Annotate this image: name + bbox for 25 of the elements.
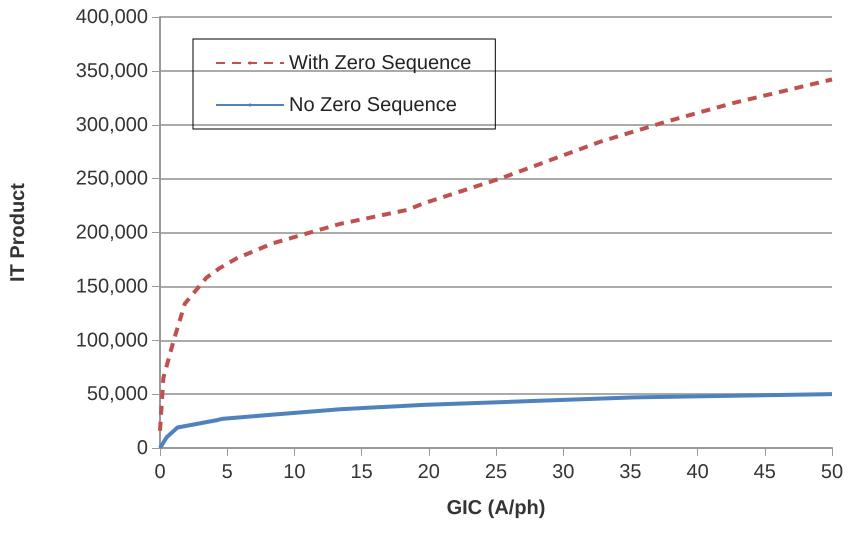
x-axis-title: GIC (A/ph) [446, 497, 546, 519]
x-tick-label: 30 [552, 461, 574, 483]
y-tick-label: 200,000 [76, 222, 148, 244]
y-tick-label: 50,000 [86, 383, 148, 406]
y-tick-label: 250,000 [76, 168, 148, 190]
line-series [158, 77, 834, 433]
x-tick-label: 25 [484, 461, 508, 483]
x-tick-label: 40 [686, 461, 709, 483]
y-tick-label: 300,000 [76, 114, 148, 136]
y-tick-label: 150,000 [76, 275, 148, 298]
x-tick-label: 15 [350, 461, 373, 483]
x-tick-label: 5 [222, 461, 233, 483]
legend-label: No Zero Sequence [289, 94, 457, 116]
x-tick-label: 50 [820, 461, 844, 483]
x-tick-label: 45 [754, 461, 776, 483]
y-tick-label: 0 [136, 437, 148, 459]
x-tick-label: 35 [619, 461, 642, 483]
x-tick-label: 10 [283, 461, 306, 483]
y-tick-label: 350,000 [76, 60, 148, 82]
y-tick-label: 400,000 [76, 6, 148, 28]
y-axis-title: IT Product [7, 182, 29, 282]
x-tick-label: 20 [418, 461, 440, 483]
x-tick-label: 0 [154, 461, 166, 483]
y-tick-label: 100,000 [76, 329, 148, 352]
legend-label: With Zero Sequence [289, 52, 472, 74]
